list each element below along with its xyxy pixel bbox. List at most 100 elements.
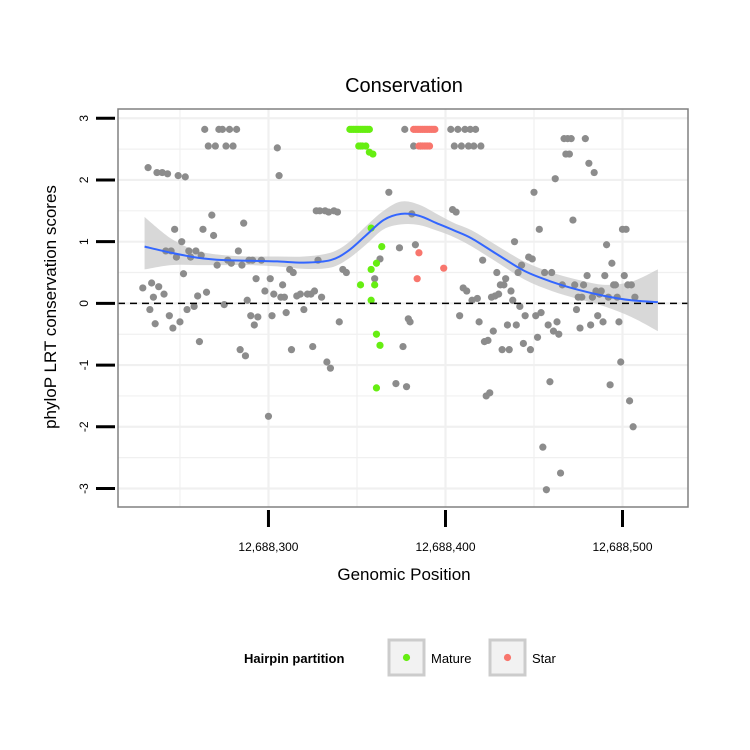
point-other (466, 125, 474, 133)
point-other (392, 379, 400, 388)
point-other (333, 208, 342, 216)
point-other (401, 125, 409, 133)
point-other (502, 275, 510, 283)
point-other (273, 144, 281, 152)
point-other (326, 364, 335, 372)
point-other (172, 253, 181, 261)
point-other (254, 313, 262, 321)
point-other (155, 283, 163, 291)
series-other (139, 125, 639, 494)
point-other (264, 412, 273, 420)
point-other (144, 164, 152, 172)
point-other (241, 352, 250, 360)
data-points (139, 125, 639, 494)
point-other (615, 318, 623, 326)
point-other (218, 125, 227, 133)
point-other (323, 358, 331, 366)
point-other (601, 272, 609, 280)
point-other (236, 346, 244, 354)
point-other (289, 268, 297, 277)
point-other (567, 135, 575, 143)
point-other (192, 247, 200, 255)
point-other (549, 327, 558, 335)
point-other (268, 312, 276, 320)
point-other (477, 142, 485, 150)
point-other (585, 159, 593, 167)
point-other (148, 279, 156, 287)
series-mature (346, 125, 386, 392)
point-other (261, 287, 269, 295)
point-other (243, 296, 251, 304)
point-other (208, 211, 216, 219)
point-other (233, 125, 241, 133)
x-tick-label: 12,688,400 (415, 540, 475, 554)
point-other (447, 125, 455, 133)
point-other (450, 142, 458, 150)
point-other (238, 261, 246, 269)
point-other (500, 281, 508, 289)
point-other (151, 320, 159, 328)
point-other (551, 175, 559, 183)
point-star (413, 275, 421, 283)
point-mature (367, 265, 375, 274)
point-other (252, 275, 260, 283)
point-other (556, 469, 565, 477)
point-other (546, 378, 554, 386)
point-other (402, 383, 411, 391)
point-other (209, 231, 218, 240)
point-other (479, 256, 487, 264)
point-other (342, 268, 350, 277)
point-other (317, 293, 326, 301)
point-other (608, 259, 616, 267)
point-other (395, 244, 404, 252)
point-other (486, 389, 494, 397)
point-other (494, 290, 503, 298)
point-other (234, 247, 242, 255)
point-other (176, 318, 184, 326)
legend-key-mature-box (387, 638, 426, 677)
point-other (279, 281, 287, 289)
y-tick-label: 1 (77, 238, 91, 245)
point-other (457, 142, 466, 150)
point-other (300, 305, 308, 314)
point-other (411, 241, 419, 249)
point-other (213, 261, 221, 269)
smooth-confidence-ribbon (144, 201, 658, 332)
point-other (565, 150, 573, 158)
point-other (489, 327, 497, 335)
point-other (602, 241, 611, 249)
point-other (588, 293, 597, 301)
point-other (160, 290, 168, 298)
point-other (195, 338, 204, 346)
point-other (266, 275, 274, 283)
point-other (270, 290, 278, 298)
point-other (519, 339, 527, 348)
point-other (576, 324, 584, 332)
point-mature (372, 330, 381, 338)
point-other (202, 288, 211, 296)
point-other (461, 125, 469, 133)
point-other (211, 142, 219, 150)
point-other (533, 333, 542, 341)
point-other (247, 312, 255, 320)
point-other (583, 272, 591, 280)
x-tick-label: 12,688,500 (592, 540, 652, 554)
point-mature (369, 150, 377, 158)
point-other (470, 142, 478, 150)
point-other (535, 225, 543, 233)
point-other (555, 330, 563, 338)
point-other (183, 305, 191, 314)
point-other (578, 293, 586, 301)
point-other (406, 318, 414, 326)
point-other (509, 296, 517, 304)
point-other (514, 268, 522, 277)
y-tick-label: -1 (77, 359, 91, 370)
point-other (163, 170, 172, 178)
point-star (425, 142, 434, 150)
point-other (548, 268, 556, 277)
point-mature (367, 296, 375, 304)
point-mature (372, 384, 381, 392)
point-other (627, 281, 635, 289)
point-other (512, 321, 520, 329)
point-other (174, 172, 182, 180)
